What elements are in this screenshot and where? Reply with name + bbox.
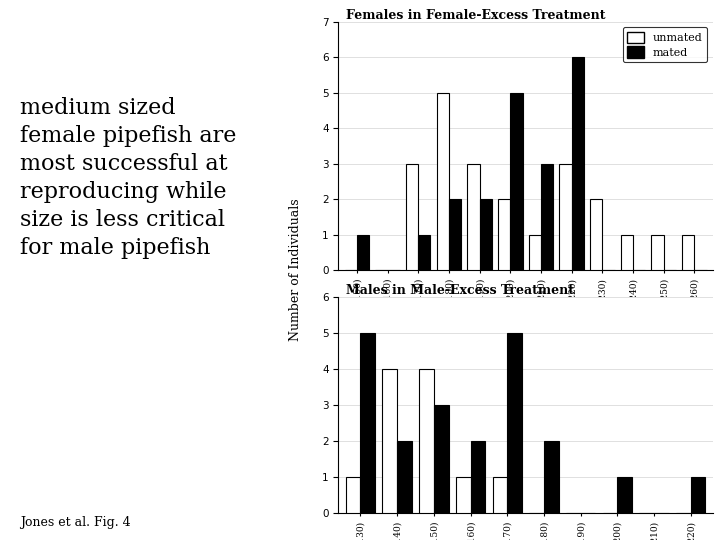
Bar	[434, 405, 449, 513]
Bar	[406, 164, 418, 270]
Bar	[682, 234, 694, 270]
Bar	[544, 441, 559, 513]
Text: Males in Male-Excess Treatment: Males in Male-Excess Treatment	[346, 284, 574, 297]
Bar	[382, 369, 397, 513]
Bar	[397, 441, 412, 513]
Bar	[541, 164, 553, 270]
Bar	[652, 234, 664, 270]
Bar	[621, 234, 633, 270]
Bar	[617, 477, 632, 513]
Bar	[572, 57, 584, 270]
Bar	[449, 199, 461, 270]
Legend: unmated, mated: unmated, mated	[623, 27, 707, 62]
Bar	[510, 92, 523, 270]
Bar	[361, 333, 375, 513]
Bar	[492, 477, 508, 513]
Bar	[498, 199, 510, 270]
Text: medium sized
female pipefish are
most successful at
reproducing while
size is le: medium sized female pipefish are most su…	[20, 97, 236, 259]
Text: Number of Individuals: Number of Individuals	[289, 199, 302, 341]
Bar	[590, 199, 603, 270]
Bar	[690, 477, 706, 513]
Bar	[528, 234, 541, 270]
Text: Jones et al. Fig. 4: Jones et al. Fig. 4	[20, 516, 130, 529]
Bar	[467, 164, 480, 270]
Bar	[346, 477, 361, 513]
Bar	[471, 441, 485, 513]
Bar	[418, 234, 431, 270]
Text: Females in Female-Excess Treatment: Females in Female-Excess Treatment	[346, 9, 606, 22]
Bar	[436, 92, 449, 270]
Bar	[559, 164, 572, 270]
Bar	[357, 234, 369, 270]
Bar	[456, 477, 471, 513]
Bar	[419, 369, 434, 513]
Bar	[480, 199, 492, 270]
Bar	[508, 333, 522, 513]
